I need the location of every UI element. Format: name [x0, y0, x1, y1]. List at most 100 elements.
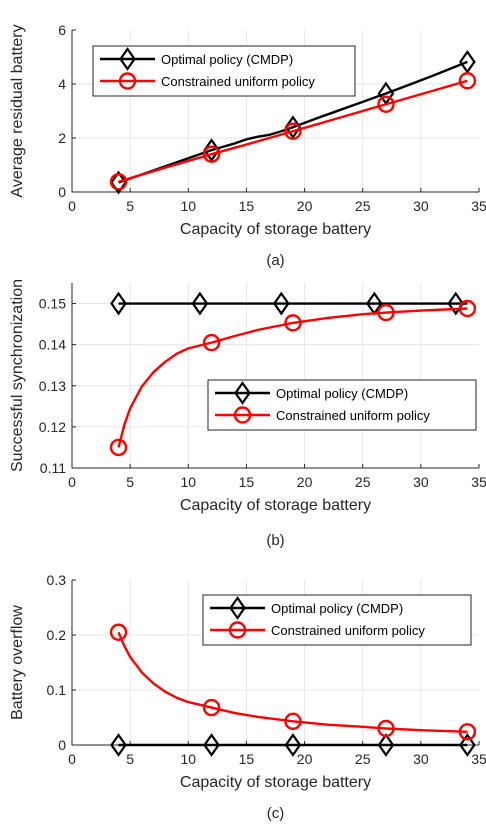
x-tick-label: 10: [180, 198, 196, 214]
y-tick-label: 0.1: [47, 682, 67, 698]
data-point-circle: [377, 95, 395, 113]
data-point-diamond: [377, 733, 395, 757]
data-point-circle: [109, 173, 128, 191]
data-point-diamond: [284, 733, 302, 757]
x-tick-label: 20: [297, 474, 313, 490]
legend-label: Constrained uniform policy: [271, 623, 425, 638]
y-tick-label: 0.11: [40, 460, 66, 476]
data-point-diamond: [191, 291, 209, 316]
data-point-circle: [228, 621, 247, 639]
legend-label: Constrained uniform policy: [161, 74, 315, 89]
x-tick-label: 30: [413, 474, 429, 490]
data-point-diamond: [110, 291, 127, 316]
y-tick-label: 0.15: [39, 296, 66, 312]
x-axis-label: Capacity of storage battery: [180, 221, 371, 238]
panel-caption: (a): [266, 252, 284, 269]
data-point-circle: [202, 698, 221, 717]
panel-caption: (c): [267, 805, 285, 822]
y-tick-label: 6: [58, 22, 66, 38]
data-point-diamond: [229, 596, 246, 620]
legend: Optimal policy (CMDP) Constrained uniform…: [92, 45, 356, 97]
x-tick-label: 20: [297, 198, 313, 214]
x-tick-label: 35: [471, 474, 486, 490]
legend-label: Optimal policy (CMDP): [276, 386, 408, 401]
y-tick-label: 2: [58, 130, 66, 146]
x-tick-label: 25: [355, 474, 371, 490]
y-tick-label: 0.14: [39, 337, 66, 353]
data-point-diamond: [110, 733, 127, 757]
y-axis-label: Average residual battery: [9, 24, 26, 197]
x-tick-label: 35: [471, 198, 486, 214]
data-point-circle: [284, 122, 302, 140]
panel-c: 0 5 10 15 20 25 30 35 0 0.1 0.2 0.3 Capacity of stor…: [9, 572, 486, 822]
x-tick-label: 0: [68, 751, 76, 767]
series-optimal-policy: [110, 733, 476, 757]
legend-box: [92, 45, 356, 97]
legend-label: Optimal policy (CMDP): [161, 52, 293, 67]
legend-box: [202, 594, 472, 646]
y-tick-label: 0: [58, 184, 66, 200]
x-tick-label: 15: [239, 751, 255, 767]
y-tick-label: 0.12: [39, 419, 66, 435]
data-point-diamond: [203, 733, 220, 757]
series-line: [118, 60, 468, 184]
x-tick-label: 20: [297, 751, 313, 767]
data-point-circle: [284, 314, 302, 332]
series-constrained-uniform-policy: [109, 623, 477, 741]
data-point-diamond: [459, 733, 476, 757]
series-line: [117, 631, 468, 733]
x-axis-label: Capacity of storage battery: [180, 497, 371, 514]
x-tick-label: 30: [413, 198, 429, 214]
data-point-circle: [458, 723, 477, 741]
y-tick-label: 0.13: [39, 378, 66, 394]
x-tick-label: 35: [471, 751, 486, 767]
panel-caption: (b): [266, 532, 284, 549]
data-point-diamond: [119, 47, 136, 71]
plot-area: [72, 283, 479, 468]
data-point-circle: [202, 333, 221, 352]
panel-a: 0 5 10 15 20 25 30 35 0 2 4 6 Capacity of storage ba…: [9, 22, 486, 269]
y-axis-label: Successful synchronization: [9, 279, 26, 472]
data-point-diamond: [234, 381, 251, 405]
data-point-circle: [202, 145, 221, 163]
legend: Optimal policy (CMDP) Constrained uniform…: [202, 594, 472, 646]
data-point-circle: [233, 406, 252, 424]
data-point-circle: [458, 299, 477, 318]
x-tick-label: 0: [68, 474, 76, 490]
data-point-circle: [109, 438, 128, 457]
data-point-circle: [284, 712, 302, 731]
y-tick-label: 0.3: [47, 572, 67, 588]
x-tick-label: 0: [68, 198, 76, 214]
x-tick-label: 10: [180, 751, 196, 767]
data-point-circle: [109, 623, 128, 641]
x-axis-label: Capacity of storage battery: [180, 774, 371, 791]
legend-box: [207, 379, 477, 431]
data-point-diamond: [284, 115, 302, 140]
legend-label: Optimal policy (CMDP): [271, 601, 403, 616]
series-optimal-policy: [110, 49, 476, 195]
legend: Optimal policy (CMDP) Constrained uniform…: [207, 379, 477, 431]
x-tick-label: 15: [239, 474, 255, 490]
panel-b: 0 5 10 15 20 25 30 35 0.11 0.12 0.13 0.14 0.15 Capaci…: [9, 279, 486, 549]
y-axis-label: Battery overflow: [9, 605, 26, 720]
x-tick-label: 30: [413, 751, 429, 767]
series-line: [118, 79, 468, 183]
x-tick-label: 25: [355, 751, 371, 767]
data-point-diamond: [459, 49, 476, 74]
y-tick-label: 0.2: [47, 627, 67, 643]
series-constrained-uniform-policy: [109, 299, 477, 457]
data-point-circle: [458, 72, 477, 90]
data-point-diamond: [447, 291, 465, 316]
series-line: [117, 307, 468, 448]
legend-label: Constrained uniform policy: [276, 408, 430, 423]
y-tick-label: 4: [58, 76, 66, 92]
data-point-diamond: [203, 138, 220, 163]
series-constrained-uniform-policy: [109, 72, 477, 191]
data-point-circle: [377, 303, 395, 322]
data-point-diamond: [272, 291, 290, 316]
x-tick-label: 5: [126, 751, 134, 767]
data-point-circle: [377, 719, 395, 738]
data-point-circle: [118, 72, 137, 90]
x-tick-label: 5: [126, 198, 134, 214]
